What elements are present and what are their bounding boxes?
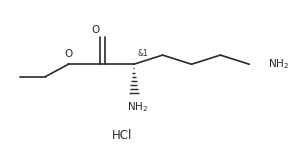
Text: NH$_2$: NH$_2$ — [127, 100, 148, 114]
Text: NH$_2$: NH$_2$ — [268, 57, 289, 71]
Text: O: O — [91, 25, 100, 35]
Text: HCl: HCl — [111, 129, 132, 142]
Text: &1: &1 — [137, 49, 148, 58]
Text: O: O — [64, 49, 73, 59]
